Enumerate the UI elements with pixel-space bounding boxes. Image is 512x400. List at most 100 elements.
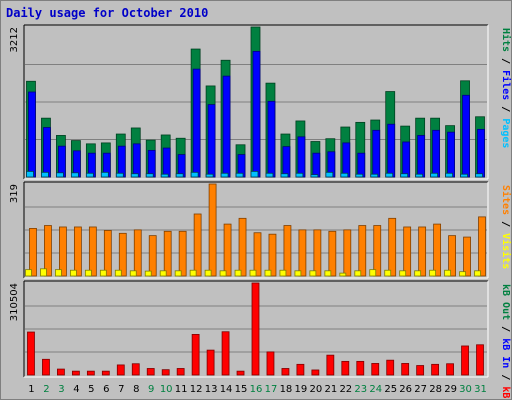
bar-visits <box>159 270 167 277</box>
legend-item: kB In <box>500 338 511 368</box>
x-tick-label: 19 <box>295 384 308 395</box>
x-tick-label: 31 <box>474 384 487 395</box>
x-tick-label: 25 <box>384 384 397 395</box>
bar-pages <box>280 173 289 178</box>
x-tick-label: 16 <box>250 384 263 395</box>
bar-visits <box>144 270 152 277</box>
bar-pages <box>385 172 394 178</box>
x-tick-label: 7 <box>118 384 124 395</box>
bar-files <box>147 149 156 178</box>
y-max-label: 319 <box>9 184 20 203</box>
bar-pages <box>41 171 49 178</box>
bar-kb-f <box>296 363 305 376</box>
bar-visits <box>69 269 77 277</box>
bar-sites <box>238 217 247 277</box>
bar-visits <box>55 269 62 277</box>
bar-kb-f <box>386 359 395 376</box>
bar-visits <box>189 269 197 277</box>
bar-kb-f <box>341 360 350 376</box>
bar-pages <box>460 173 468 178</box>
bar-files <box>432 129 441 178</box>
bar-files <box>297 136 306 178</box>
bar-sites <box>403 226 412 277</box>
bar-visits <box>204 269 212 277</box>
bar-pages <box>415 173 424 178</box>
bar-visits <box>174 270 182 277</box>
legend-item: Pages <box>500 118 511 148</box>
bar-kb-f <box>101 370 110 376</box>
bar-pages <box>475 173 483 178</box>
bar-pages <box>370 173 379 178</box>
bar-pages <box>130 173 139 178</box>
bar-kb-f <box>446 363 454 376</box>
bar-sites <box>59 226 67 277</box>
bar-files <box>192 68 201 178</box>
bar-kb-f <box>221 331 230 376</box>
y-max-label: 310504 <box>9 283 20 321</box>
legend-item: / <box>500 368 511 386</box>
bar-sites <box>118 232 127 277</box>
bar-sites <box>148 235 157 277</box>
bar-pages <box>265 172 274 178</box>
bar-sites <box>418 226 427 277</box>
bar-sites <box>313 229 322 277</box>
x-tick-label: 2 <box>43 384 49 395</box>
bar-pages <box>220 172 229 178</box>
bar-kb-f <box>371 363 380 376</box>
bar-pages <box>235 172 244 178</box>
x-tick-label: 23 <box>354 384 367 395</box>
bar-sites <box>88 226 97 277</box>
legend-item: kB F <box>500 386 511 400</box>
bar-files <box>312 152 321 178</box>
x-tick-label: 21 <box>324 384 337 395</box>
bar-files <box>372 129 381 178</box>
bar-kb-f <box>266 351 275 376</box>
bar-visits <box>40 268 47 277</box>
legend-item: kB Out <box>500 284 511 320</box>
bar-kb-f <box>57 368 65 376</box>
bar-files <box>58 145 66 178</box>
bar-kb-f <box>326 354 335 376</box>
bar-files <box>282 146 291 178</box>
bar-pages <box>175 173 184 178</box>
bar-pages <box>115 172 124 178</box>
bar-kb-f <box>431 363 440 376</box>
bar-visits <box>99 269 107 277</box>
bar-sites <box>178 230 187 277</box>
bar-visits <box>25 269 32 277</box>
bar-files <box>43 127 51 178</box>
bar-pages <box>205 173 214 178</box>
x-tick-label: 20 <box>310 384 323 395</box>
bar-visits <box>459 271 466 277</box>
x-tick-label: 6 <box>103 384 109 395</box>
bar-files <box>462 94 470 178</box>
bar-visits <box>354 270 362 277</box>
bar-sites <box>283 225 292 277</box>
x-tick-label: 9 <box>148 384 154 395</box>
bar-sites <box>163 230 172 277</box>
bar-kb-f <box>281 368 290 376</box>
bar-sites <box>133 229 142 277</box>
bar-pages <box>430 172 439 178</box>
x-tick-label: 26 <box>399 384 412 395</box>
bar-pages <box>56 172 64 178</box>
bar-visits <box>114 269 122 277</box>
bar-pages <box>85 172 94 178</box>
x-tick-label: 11 <box>175 384 188 395</box>
x-tick-label: 4 <box>73 384 79 395</box>
bar-files <box>222 75 231 178</box>
bar-kb-f <box>401 363 410 376</box>
x-tick-label: 10 <box>160 384 173 395</box>
legend-item: / <box>500 100 511 118</box>
bar-files <box>447 131 455 178</box>
bar-visits <box>474 270 481 277</box>
bar-visits <box>429 269 437 277</box>
bar-visits <box>84 269 92 277</box>
legend-item: Hits <box>500 28 512 52</box>
bar-pages <box>310 174 319 178</box>
x-tick-label: 1 <box>28 384 34 395</box>
x-tick-label: 27 <box>414 384 427 395</box>
bar-visits <box>234 269 242 277</box>
bar-pages <box>355 173 364 178</box>
